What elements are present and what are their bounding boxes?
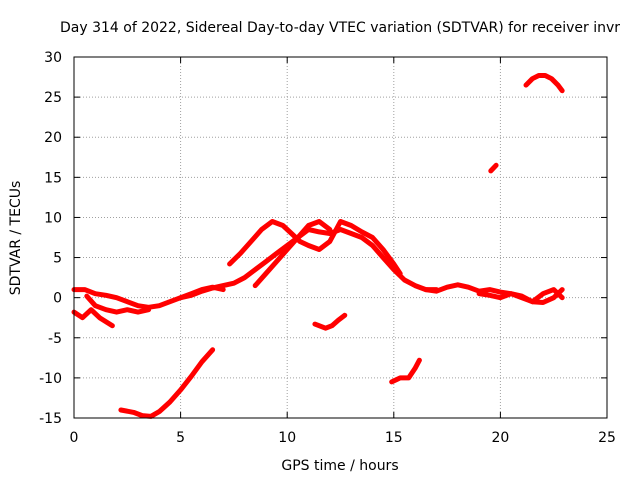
series-trace-pass-8	[423, 282, 565, 305]
series-trace-pass-10	[312, 312, 348, 331]
x-tick-label: 0	[70, 430, 79, 446]
y-tick-label: 30	[44, 50, 62, 66]
chart-title: Day 314 of 2022, Sidereal Day-to-day VTE…	[60, 20, 620, 36]
x-tick-label: 10	[278, 430, 296, 446]
series-trace-pass-5	[178, 227, 439, 301]
x-axis-label: GPS time / hours	[281, 458, 398, 474]
series-trace-pass-9	[476, 287, 565, 305]
y-tick-label: 25	[44, 90, 62, 106]
axis-ticks: 0 5 10 15 20 25 -15 -10 -5 0 5 10 15 20 25 30	[39, 50, 616, 446]
series-trace-pass-2	[71, 307, 115, 329]
series-trace-pass-7	[252, 219, 333, 289]
y-axis-label: SDTVAR / TECUs	[8, 181, 24, 296]
series-trace-pass-3	[84, 293, 152, 315]
y-tick-label: 5	[53, 251, 62, 267]
x-tick-label: 25	[598, 430, 616, 446]
data-traces	[71, 73, 565, 419]
x-tick-label: 5	[176, 430, 185, 446]
plot-frame	[73, 56, 608, 419]
y-tick-label: 0	[53, 291, 62, 307]
x-tick-label: 20	[491, 430, 509, 446]
y-tick-label: 15	[44, 170, 62, 186]
series-trace-pass-11	[389, 357, 422, 385]
y-tick-label: 10	[44, 210, 62, 226]
series-trace-pass-12	[488, 162, 499, 174]
y-tick-label: 20	[44, 130, 62, 146]
y-tick-label: -5	[48, 331, 62, 347]
x-tick-label: 15	[385, 430, 403, 446]
series-trace-pass-13	[523, 73, 565, 94]
y-tick-label: -10	[39, 371, 62, 387]
y-tick-label: -15	[39, 411, 62, 427]
series-trace-pass-4	[118, 347, 216, 419]
series-trace-pass-6	[227, 219, 403, 277]
